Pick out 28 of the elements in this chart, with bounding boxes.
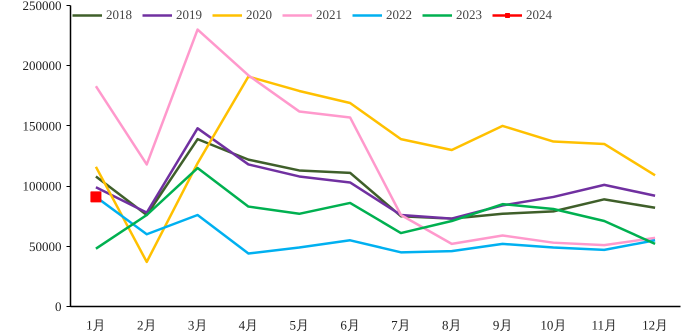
- legend-label: 2023: [456, 7, 482, 23]
- x-tick-label: 11月: [591, 318, 618, 332]
- y-tick-label: 0: [55, 299, 62, 314]
- x-tick-label: 8月: [442, 318, 462, 332]
- x-tick-label: 7月: [391, 318, 411, 332]
- line-series: [94, 166, 656, 250]
- x-tick-label: 2月: [137, 318, 156, 332]
- x-tick-label: 1月: [86, 318, 106, 332]
- y-tick-label: 150000: [22, 118, 62, 134]
- x-tick-label: 9月: [492, 318, 512, 332]
- y-tick-label: 250000: [22, 0, 62, 13]
- line-series: [94, 75, 656, 264]
- y-tick-label: 100000: [22, 178, 62, 194]
- legend-label: 2024: [526, 7, 552, 23]
- legend-label: 2018: [106, 7, 132, 23]
- y-tick-label: 50000: [29, 238, 62, 254]
- legend-label: 2021: [316, 7, 342, 23]
- x-tick-label: 3月: [188, 318, 208, 332]
- x-tick-label: 5月: [290, 318, 309, 332]
- x-tick-label: 12月: [642, 318, 668, 332]
- legend-label: 2022: [386, 7, 412, 23]
- x-tick-label: 4月: [238, 318, 258, 332]
- line-series: [94, 28, 656, 246]
- legend-label: 2019: [176, 7, 202, 23]
- y-tick-label: 200000: [22, 58, 62, 74]
- x-tick-label: 6月: [340, 318, 360, 332]
- x-tick-label: 10月: [540, 318, 566, 332]
- legend-label: 2020: [246, 7, 272, 23]
